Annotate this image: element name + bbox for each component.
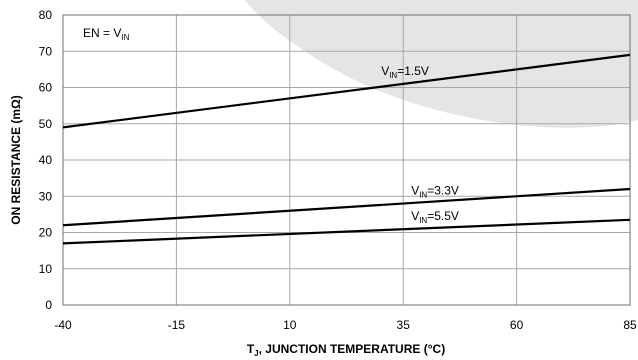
y-tick-label: 10 <box>39 262 53 276</box>
x-tick-label: -15 <box>168 318 186 332</box>
y-tick-label: 40 <box>39 153 53 167</box>
annotation-sub: IN <box>121 33 129 42</box>
annotation: EN = VIN <box>83 26 130 42</box>
y-tick-label: 70 <box>39 44 53 58</box>
x-tick-label: 35 <box>397 318 411 332</box>
series-label-1: VIN=1.5V <box>381 64 429 80</box>
y-tick-label: 0 <box>45 298 52 312</box>
y-tick-label: 80 <box>39 8 53 22</box>
series-label-3: VIN=5.5V <box>411 209 459 225</box>
plot-frame <box>62 14 631 306</box>
x-axis-title-sub: J <box>254 349 258 358</box>
x-tick-label: -40 <box>54 318 72 332</box>
series-line-1 <box>62 53 631 129</box>
x-tick-label: 60 <box>510 318 524 332</box>
series-line-2 <box>62 187 631 227</box>
x-axis-title-prefix: T <box>247 342 255 356</box>
y-axis-title: ON RESISTANCE (mΩ) <box>9 95 23 224</box>
y-tick-label: 20 <box>39 226 53 240</box>
y-tick-label: 60 <box>39 81 53 95</box>
x-tick-labels: -40 -15 10 35 60 85 <box>54 318 637 332</box>
y-tick-label: 30 <box>39 189 53 203</box>
y-tick-labels: 0 10 20 30 40 50 60 70 80 <box>39 8 53 312</box>
x-tick-label: 10 <box>283 318 297 332</box>
watermark-shape <box>245 0 638 128</box>
series-labels: VIN=1.5V VIN=3.3V VIN=5.5V <box>381 64 459 225</box>
y-tick-label: 50 <box>39 117 53 131</box>
x-axis-title: TJ, JUNCTION TEMPERATURE (°C) <box>247 342 445 358</box>
grid <box>63 15 630 305</box>
x-axis-title-suffix: , JUNCTION TEMPERATURE (°C) <box>259 342 446 356</box>
series-label-2: VIN=3.3V <box>411 184 459 200</box>
annotation-prefix: EN = V <box>83 26 121 40</box>
x-tick-label: 85 <box>623 318 637 332</box>
series-lines <box>62 53 631 245</box>
series-line-3 <box>62 218 631 245</box>
